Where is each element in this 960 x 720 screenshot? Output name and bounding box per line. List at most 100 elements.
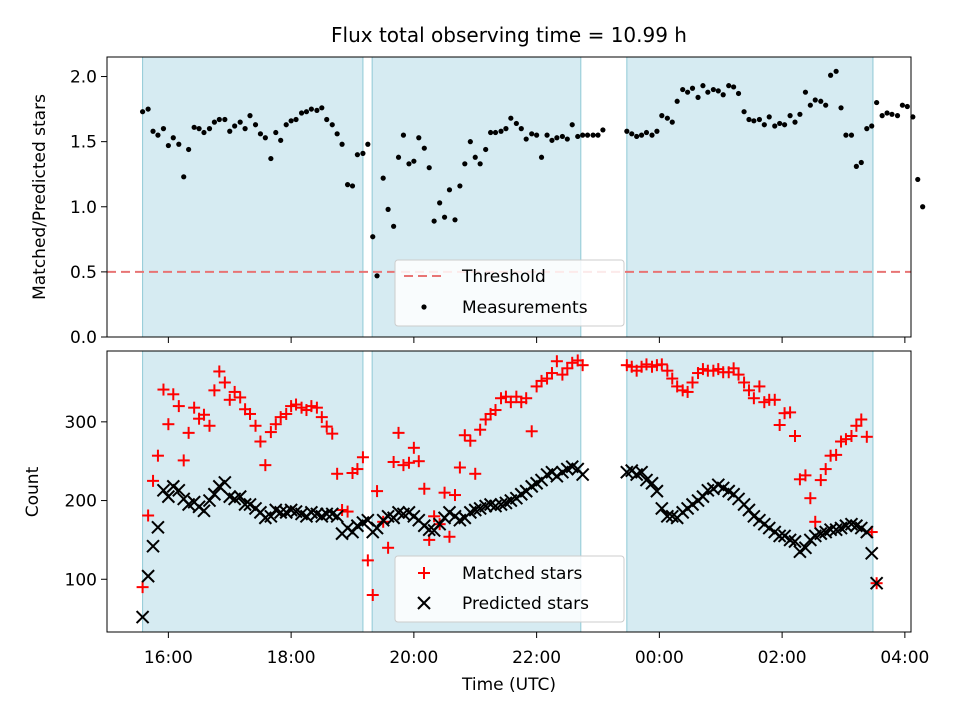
y-tick-label: 100 xyxy=(65,570,97,590)
measurement-point xyxy=(262,135,268,141)
predicted-star-marker xyxy=(823,522,838,537)
legend-predicted-swatch xyxy=(417,596,431,610)
matched-star-marker xyxy=(142,509,155,522)
measurement-point xyxy=(498,128,504,134)
measurement-point xyxy=(828,72,834,78)
predicted-star-marker xyxy=(320,507,334,521)
measurement-point xyxy=(176,141,182,147)
top-legend: Threshold Measurements xyxy=(394,259,625,327)
matched-star-marker xyxy=(535,374,548,387)
matched-star-marker xyxy=(768,393,781,406)
x-tick-label: 16:00 xyxy=(144,648,193,668)
measurement-point xyxy=(741,109,747,115)
matched-star-marker xyxy=(361,554,374,567)
measurement-point xyxy=(237,119,243,125)
measurement-point xyxy=(242,126,248,132)
matched-star-marker xyxy=(438,486,451,499)
matched-star-marker xyxy=(218,376,231,389)
measurement-point xyxy=(680,86,686,93)
predicted-star-marker xyxy=(243,497,257,512)
measurement-point xyxy=(904,103,910,110)
matched-star-marker xyxy=(371,485,384,498)
predicted-star-marker xyxy=(645,476,659,490)
measurement-point xyxy=(462,161,468,167)
measurement-point xyxy=(864,126,870,132)
matched-star-marker xyxy=(576,359,589,372)
measurement-point xyxy=(884,110,890,116)
observing-interval-band xyxy=(142,350,364,633)
measurement-point xyxy=(874,99,880,106)
matched-star-marker xyxy=(254,435,267,448)
predicted-star-marker xyxy=(777,529,792,543)
predicted-star-marker xyxy=(854,521,868,535)
measurement-point xyxy=(400,132,407,138)
matched-star-marker xyxy=(640,358,653,371)
matched-star-marker xyxy=(382,541,395,554)
predicted-star-marker xyxy=(146,539,160,553)
matched-star-marker xyxy=(315,411,328,424)
measurement-point xyxy=(257,131,264,137)
predicted-star-marker xyxy=(793,545,807,559)
matched-star-marker xyxy=(474,423,487,436)
measurement-point xyxy=(590,132,596,138)
measurement-point xyxy=(150,128,156,134)
predicted-star-marker xyxy=(860,525,874,539)
measurement-point xyxy=(818,98,824,104)
measurement-point xyxy=(268,155,274,162)
x-tick-label: 18:00 xyxy=(267,648,316,668)
measurement-point xyxy=(684,89,691,95)
measurement-point xyxy=(523,136,529,142)
measurement-point xyxy=(756,116,763,123)
observing-interval-band xyxy=(626,56,874,338)
measurement-point xyxy=(160,126,167,132)
measurement-point xyxy=(216,116,222,123)
matched-star-marker xyxy=(789,430,802,443)
top-y-axis-label: Matched/Predicted stars xyxy=(30,94,50,300)
measurement-point xyxy=(319,105,325,111)
measurement-point xyxy=(761,122,767,128)
measurement-point xyxy=(766,114,772,120)
measurement-point xyxy=(751,118,757,124)
measurement-point xyxy=(807,102,813,108)
matched-star-marker xyxy=(412,455,425,468)
y-tick-label: 1.5 xyxy=(70,133,97,153)
predicted-star-marker xyxy=(783,533,797,547)
matched-star-marker xyxy=(747,392,760,405)
predicted-star-marker xyxy=(141,569,155,583)
matched-star-marker xyxy=(244,407,257,420)
matched-star-marker xyxy=(366,589,379,602)
predicted-star-marker xyxy=(197,504,211,518)
predicted-star-marker xyxy=(869,576,884,590)
legend-predicted-label: Predicted stars xyxy=(462,594,589,614)
measurement-point xyxy=(624,128,630,134)
measurement-point xyxy=(869,123,875,129)
predicted-star-marker xyxy=(747,509,761,524)
predicted-star-marker xyxy=(218,475,232,490)
measurement-point xyxy=(654,128,660,134)
predicted-star-marker xyxy=(166,479,180,494)
x-axis-label: Time (UTC) xyxy=(461,675,556,695)
matched-star-marker xyxy=(407,441,420,454)
predicted-stars-points xyxy=(135,459,884,624)
measurement-point xyxy=(792,119,798,125)
matched-star-marker xyxy=(804,492,817,505)
measurement-point xyxy=(538,154,545,160)
matched-star-marker xyxy=(773,418,786,431)
measurement-point xyxy=(360,150,366,156)
measurement-point xyxy=(812,97,818,103)
measurement-point xyxy=(334,131,340,137)
measurement-point xyxy=(513,120,519,127)
matched-star-marker xyxy=(742,384,755,397)
bottom-legend-box xyxy=(394,555,625,623)
x-tick-label: 04:00 xyxy=(880,648,929,668)
measurement-point xyxy=(155,132,161,138)
measurement-point xyxy=(797,111,803,117)
matched-star-marker xyxy=(223,393,236,406)
measurement-point xyxy=(365,141,371,147)
measurement-point xyxy=(700,83,706,89)
measurement-point xyxy=(664,115,670,121)
measurement-point xyxy=(298,110,305,116)
matched-star-marker xyxy=(249,419,262,432)
predicted-star-marker xyxy=(284,503,298,517)
predicted-star-marker xyxy=(788,534,802,549)
